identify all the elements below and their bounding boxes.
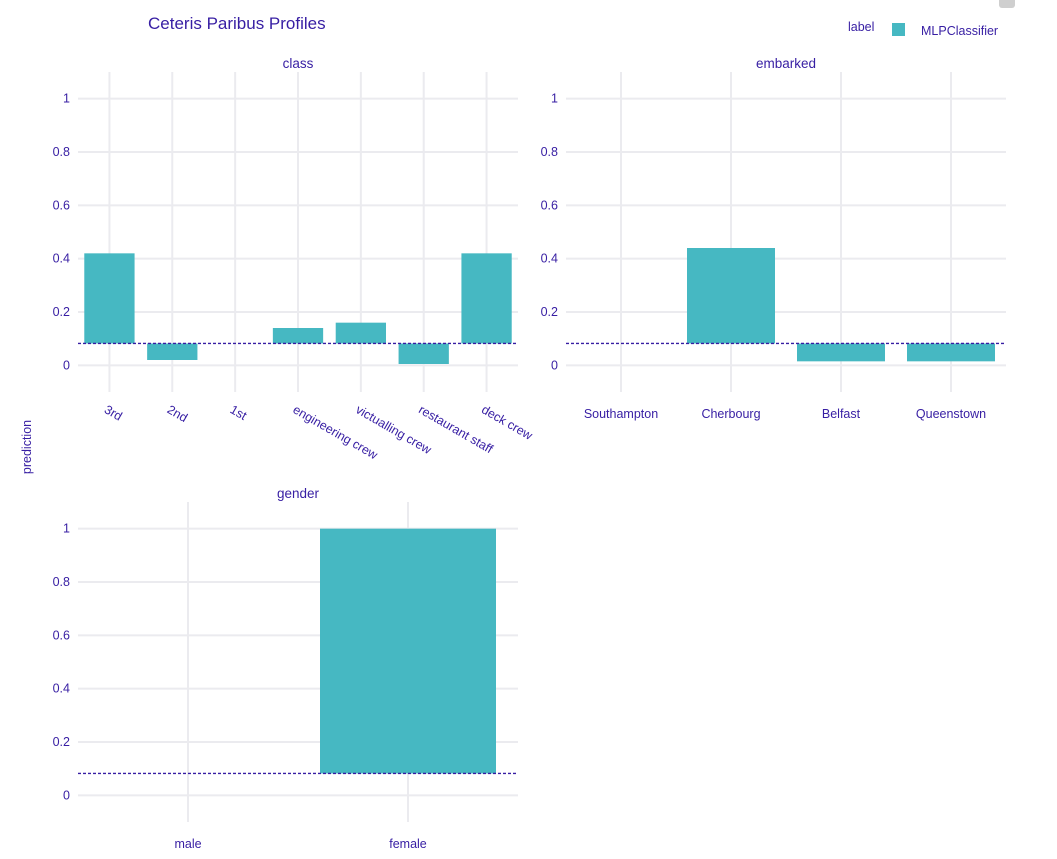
x-tick-label: male — [174, 837, 201, 851]
y-tick-label: 0.2 — [53, 305, 70, 319]
facet-title: gender — [277, 486, 320, 501]
bar-cherbourg[interactable] — [687, 248, 775, 344]
x-tick-label: Southampton — [584, 407, 658, 421]
y-tick-label: 0.4 — [53, 252, 70, 266]
facet-gender: 0 0.2 0.4 0.6 0.8 1 gender male female — [53, 486, 518, 851]
x-tick-label: 3rd — [102, 402, 125, 423]
y-tick-label: 1 — [551, 92, 558, 106]
x-tick-label: deck crew — [479, 402, 536, 443]
y-tick-label: 0.8 — [53, 145, 70, 159]
y-tick-label: 0.6 — [53, 628, 70, 642]
x-tick-label: female — [389, 837, 427, 851]
y-tick-label: 0 — [63, 788, 70, 802]
bar-3rd[interactable] — [84, 253, 135, 344]
y-tick-label: 1 — [63, 522, 70, 536]
x-tick-label: Cherbourg — [701, 407, 760, 421]
x-tick-label: 1st — [228, 402, 250, 423]
y-tick-label: 0.8 — [53, 575, 70, 589]
bar-belfast[interactable] — [797, 343, 885, 362]
y-tick-label: 1 — [63, 92, 70, 106]
bar-2nd[interactable] — [147, 343, 198, 360]
y-tick-label: 0.8 — [541, 145, 558, 159]
legend-swatch-mlpclassifier[interactable] — [892, 23, 905, 36]
y-axis-label: prediction — [20, 420, 34, 474]
bar-victualling-crew[interactable] — [335, 322, 386, 344]
chart-title: Ceteris Paribus Profiles — [148, 14, 326, 33]
y-tick-label: 0.2 — [53, 735, 70, 749]
modebar-corner[interactable] — [999, 0, 1015, 8]
x-tick-label: 2nd — [165, 402, 190, 425]
y-tick-label: 0 — [551, 358, 558, 372]
y-tick-label: 0.4 — [53, 682, 70, 696]
x-tick-label: Belfast — [822, 407, 861, 421]
bar-female[interactable] — [320, 528, 496, 774]
bar-restaurant-staff[interactable] — [398, 343, 449, 364]
legend-item-mlpclassifier[interactable]: MLPClassifier — [921, 24, 998, 38]
facet-embarked: 0 0.2 0.4 0.6 0.8 1 embarked Southampton Cherbou… — [541, 56, 1006, 421]
bar-deck-crew[interactable] — [461, 253, 512, 344]
y-tick-label: 0.4 — [541, 252, 558, 266]
y-tick-label: 0.6 — [541, 198, 558, 212]
facet-title: embarked — [756, 56, 816, 71]
y-tick-label: 0.2 — [541, 305, 558, 319]
y-tick-label: 0 — [63, 358, 70, 372]
x-tick-label: Queenstown — [916, 407, 986, 421]
legend[interactable]: label MLPClassifier — [848, 20, 998, 38]
bar-engineering-crew[interactable] — [272, 328, 324, 344]
legend-title: label — [848, 20, 874, 34]
facet-title: class — [283, 56, 314, 71]
bar-queenstown[interactable] — [907, 343, 995, 362]
y-tick-label: 0.6 — [53, 198, 70, 212]
